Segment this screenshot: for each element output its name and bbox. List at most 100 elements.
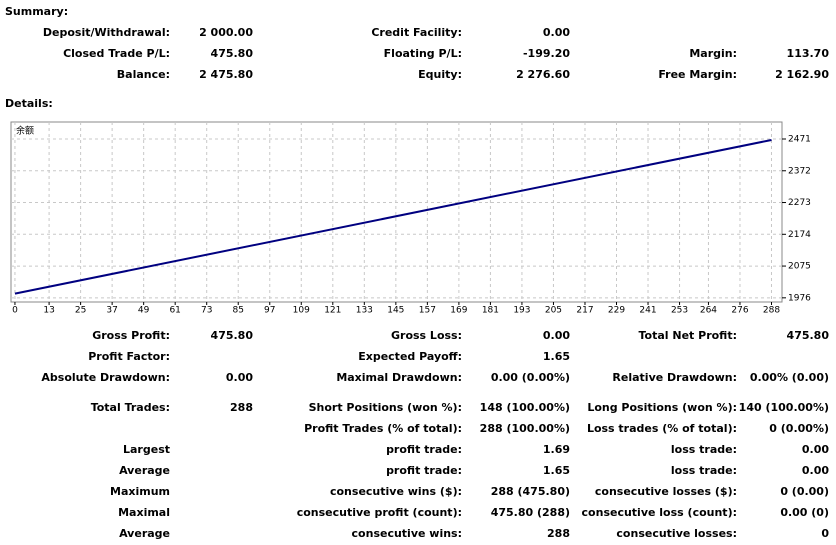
x-tick-label: 229 — [608, 306, 625, 316]
field-value: 1.65 — [543, 464, 570, 477]
field-label: Relative Drawdown: — [612, 371, 737, 384]
field-value: 2 475.80 — [199, 68, 253, 81]
field-value: 0.00 — [226, 371, 253, 384]
field-label: consecutive profit (count): — [297, 506, 462, 519]
summary-title: Summary: — [5, 5, 68, 18]
field-label: Equity: — [418, 68, 462, 81]
x-tick-label: 97 — [264, 306, 275, 316]
x-tick-label: 205 — [545, 306, 562, 316]
field-value: -199.20 — [523, 47, 570, 60]
x-tick-label: 157 — [419, 306, 436, 316]
x-tick-label: 193 — [513, 306, 530, 316]
field-label: consecutive wins ($): — [330, 485, 462, 498]
y-tick-label: 2471 — [788, 135, 811, 145]
field-label: Closed Trade P/L: — [63, 47, 170, 60]
field-value: 288 — [230, 401, 253, 414]
x-tick-label: 276 — [731, 306, 748, 316]
field-value: 288 — [547, 527, 570, 540]
field-label: Margin: — [689, 47, 737, 60]
field-value: 113.70 — [787, 47, 830, 60]
field-value: 0.00 — [543, 329, 570, 342]
x-tick-label: 85 — [233, 306, 244, 316]
balance-line — [14, 138, 772, 295]
x-tick-label: 133 — [356, 306, 373, 316]
field-value: 475.80 (288) — [491, 506, 570, 519]
x-tick-label: 288 — [763, 306, 780, 316]
field-label: Short Positions (won %): — [309, 401, 462, 414]
field-value: 0 (0.00) — [780, 485, 829, 498]
field-label: Deposit/Withdrawal: — [43, 26, 170, 39]
field-label: Credit Facility: — [371, 26, 462, 39]
field-value: 475.80 — [211, 47, 254, 60]
field-label: Balance: — [117, 68, 170, 81]
field-label: Expected Payoff: — [358, 350, 462, 363]
x-tick-label: 241 — [639, 306, 656, 316]
x-tick-label: 121 — [324, 306, 341, 316]
field-label: Maximal Drawdown: — [336, 371, 462, 384]
y-tick-label: 1976 — [788, 293, 811, 303]
y-tick-label: 2075 — [788, 262, 811, 272]
field-label: profit trade: — [386, 443, 462, 456]
field-label: Profit Trades (% of total): — [304, 422, 462, 435]
y-tick-label: 2372 — [788, 166, 811, 176]
field-label: Total Net Profit: — [639, 329, 738, 342]
field-label: Long Positions (won %): — [587, 401, 737, 414]
field-value: 475.80 — [787, 329, 830, 342]
field-value: 1.69 — [543, 443, 570, 456]
x-tick-label: 49 — [138, 306, 150, 316]
field-label: Gross Profit: — [92, 329, 170, 342]
field-label: Maximal — [118, 506, 170, 519]
field-label: Total Trades: — [91, 401, 170, 414]
field-label: Free Margin: — [658, 68, 737, 81]
x-tick-label: 0 — [12, 306, 18, 316]
field-value: 288 (100.00%) — [480, 422, 570, 435]
field-value: 2 000.00 — [199, 26, 253, 39]
field-value: 475.80 — [211, 329, 254, 342]
field-label: Absolute Drawdown: — [41, 371, 170, 384]
field-value: 0.00 (0) — [780, 506, 829, 519]
y-tick-label: 2273 — [788, 198, 811, 208]
field-value: 2 162.90 — [775, 68, 829, 81]
field-label: Maximum — [110, 485, 170, 498]
field-label: loss trade: — [671, 464, 737, 477]
field-label: Loss trades (% of total): — [587, 422, 737, 435]
details-title: Details: — [5, 97, 53, 110]
field-value: 0.00 (0.00%) — [491, 371, 570, 384]
field-value: 0.00% (0.00) — [750, 371, 829, 384]
y-tick-label: 2174 — [788, 230, 811, 240]
field-label: Profit Factor: — [88, 350, 170, 363]
field-label: consecutive losses ($): — [595, 485, 737, 498]
field-value: 0.00 — [543, 26, 570, 39]
field-label: consecutive wins: — [352, 527, 462, 540]
x-tick-label: 217 — [576, 306, 593, 316]
field-label: consecutive losses: — [616, 527, 737, 540]
x-tick-label: 253 — [671, 306, 688, 316]
x-tick-label: 169 — [450, 306, 467, 316]
field-value: 2 276.60 — [516, 68, 570, 81]
x-tick-label: 37 — [106, 306, 117, 316]
x-tick-label: 13 — [43, 306, 54, 316]
field-label: Average — [119, 464, 170, 477]
field-label: loss trade: — [671, 443, 737, 456]
field-label: Floating P/L: — [384, 47, 462, 60]
field-value: 288 (475.80) — [491, 485, 570, 498]
x-tick-label: 181 — [482, 306, 499, 316]
field-value: 0.00 — [802, 464, 829, 477]
field-value: 0 — [821, 527, 829, 540]
field-label: Largest — [123, 443, 170, 456]
field-value: 140 (100.00%) — [739, 401, 829, 414]
x-tick-label: 25 — [75, 306, 86, 316]
field-label: consecutive loss (count): — [582, 506, 737, 519]
series-label: 余额 — [16, 125, 34, 137]
x-tick-label: 145 — [387, 306, 404, 316]
field-value: 0 (0.00%) — [769, 422, 829, 435]
field-label: Gross Loss: — [391, 329, 462, 342]
field-value: 148 (100.00%) — [480, 401, 570, 414]
chart-frame — [10, 121, 783, 303]
x-tick-label: 73 — [201, 306, 212, 316]
field-label: Average — [119, 527, 170, 540]
x-tick-label: 61 — [169, 306, 180, 316]
field-label: profit trade: — [386, 464, 462, 477]
field-value: 1.65 — [543, 350, 570, 363]
